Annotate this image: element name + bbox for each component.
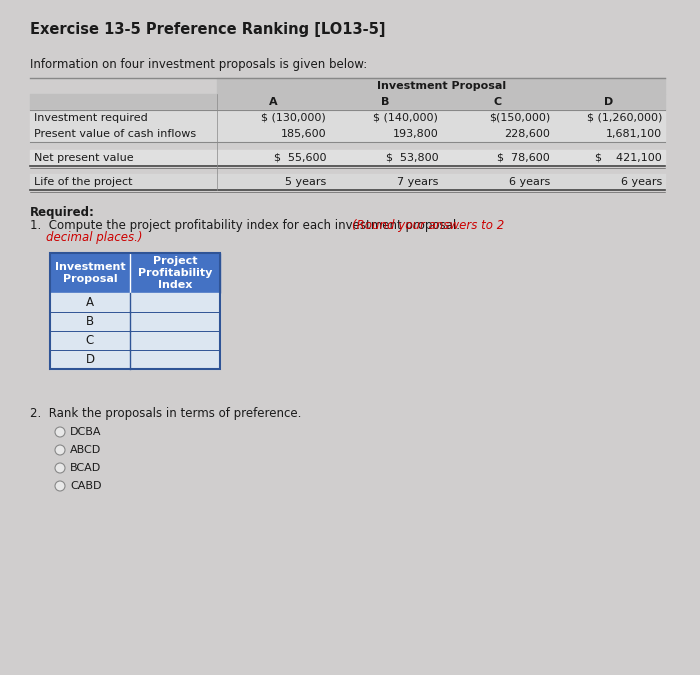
Text: Present value of cash inflows: Present value of cash inflows — [34, 129, 196, 139]
Text: B: B — [381, 97, 389, 107]
Text: D: D — [604, 97, 614, 107]
Text: 2.  Rank the proposals in terms of preference.: 2. Rank the proposals in terms of prefer… — [30, 407, 302, 420]
Text: $  55,600: $ 55,600 — [274, 153, 326, 163]
Text: 193,800: 193,800 — [393, 129, 438, 139]
Text: Investment Proposal: Investment Proposal — [377, 81, 505, 91]
Text: 7 years: 7 years — [397, 177, 438, 187]
Text: C: C — [86, 334, 94, 347]
Text: Exercise 13-5 Preference Ranking [LO13-5]: Exercise 13-5 Preference Ranking [LO13-5… — [30, 22, 386, 37]
Text: $ (140,000): $ (140,000) — [373, 113, 438, 123]
Bar — [50, 312, 220, 331]
Circle shape — [55, 463, 65, 473]
Text: ABCD: ABCD — [70, 445, 101, 455]
Text: $(150,000): $(150,000) — [489, 113, 550, 123]
Text: $ (130,000): $ (130,000) — [262, 113, 326, 123]
Text: $  78,600: $ 78,600 — [497, 153, 550, 163]
Text: 6 years: 6 years — [621, 177, 662, 187]
Text: 6 years: 6 years — [509, 177, 550, 187]
Text: Investment
Proposal: Investment Proposal — [55, 262, 125, 284]
Text: 228,600: 228,600 — [504, 129, 550, 139]
Text: DCBA: DCBA — [70, 427, 101, 437]
Text: 5 years: 5 years — [285, 177, 326, 187]
Text: C: C — [493, 97, 501, 107]
Text: A: A — [86, 296, 94, 309]
Text: CABD: CABD — [70, 481, 101, 491]
Circle shape — [55, 481, 65, 491]
Bar — [50, 331, 220, 350]
Circle shape — [55, 445, 65, 455]
Bar — [50, 253, 220, 293]
Text: $    421,100: $ 421,100 — [595, 153, 662, 163]
Bar — [50, 350, 220, 369]
Bar — [50, 293, 220, 312]
Text: D: D — [85, 353, 94, 366]
Text: BCAD: BCAD — [70, 463, 101, 473]
Text: Net present value: Net present value — [34, 153, 134, 163]
Text: B: B — [86, 315, 94, 328]
Text: $ (1,260,000): $ (1,260,000) — [587, 113, 662, 123]
Text: $  53,800: $ 53,800 — [386, 153, 438, 163]
Text: Information on four investment proposals is given below:: Information on four investment proposals… — [30, 58, 368, 71]
Text: A: A — [269, 97, 278, 107]
Text: Investment required: Investment required — [34, 113, 148, 123]
Bar — [50, 253, 220, 369]
Text: Required:: Required: — [30, 206, 95, 219]
Text: Project
Profitability
Index: Project Profitability Index — [138, 256, 212, 290]
Text: Life of the project: Life of the project — [34, 177, 132, 187]
Text: (Round your answers to 2: (Round your answers to 2 — [351, 219, 504, 232]
Circle shape — [55, 427, 65, 437]
Text: 1,681,100: 1,681,100 — [606, 129, 662, 139]
Text: decimal places.): decimal places.) — [46, 231, 143, 244]
Text: 185,600: 185,600 — [281, 129, 326, 139]
Text: 1.  Compute the project profitability index for each investment proposal.: 1. Compute the project profitability ind… — [30, 219, 463, 232]
